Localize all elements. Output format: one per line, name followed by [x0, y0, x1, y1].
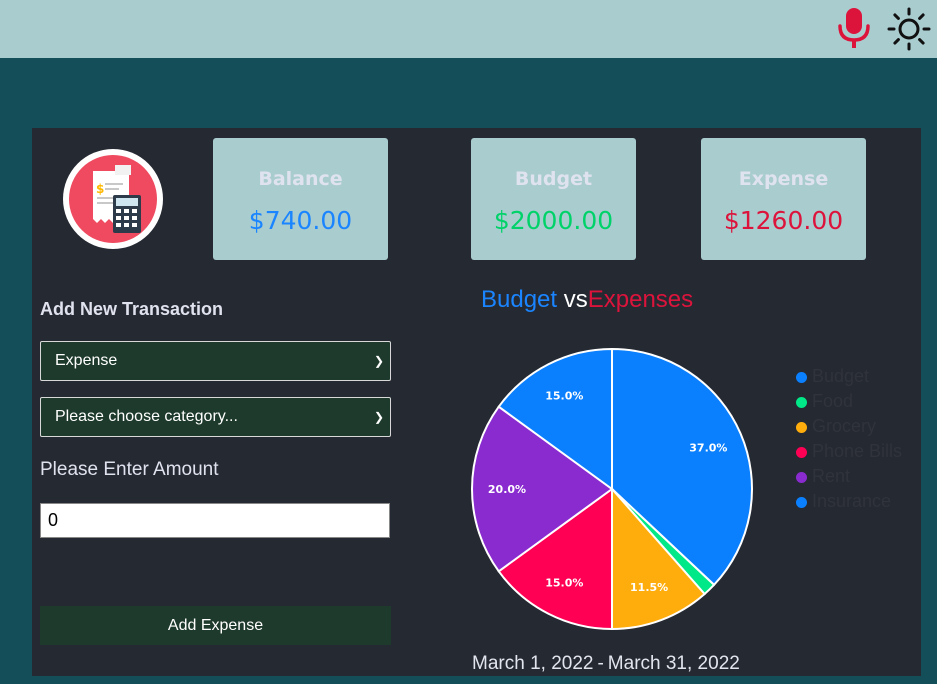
legend-dot: [796, 447, 807, 458]
balance-card: Balance $740.00: [213, 138, 388, 260]
legend-item-budget[interactable]: Budget: [796, 366, 902, 391]
chevron-down-icon: ❯: [373, 410, 384, 424]
chart-title-budget: Budget: [481, 286, 558, 313]
pie-slice-rent[interactable]: [471, 405, 614, 573]
legend-label: Insurance: [812, 491, 892, 511]
amount-input[interactable]: [40, 503, 390, 538]
expense-card: Expense $1260.00: [701, 138, 866, 260]
top-bar: [0, 0, 937, 58]
expense-label: Expense: [738, 168, 829, 190]
category-value: Please choose category...: [55, 408, 238, 425]
date-end: March 31, 2022: [607, 653, 740, 674]
date-start: March 1, 2022: [472, 653, 594, 674]
balance-value: $740.00: [248, 206, 353, 235]
add-transaction-title: Add New Transaction: [40, 299, 224, 319]
legend-item-insurance[interactable]: Insurance: [796, 491, 902, 516]
legend-label: Rent: [812, 466, 851, 486]
pie-label-grocery: 11.5%: [630, 581, 668, 594]
sun-icon[interactable]: [886, 6, 932, 52]
expense-value: $1260.00: [723, 206, 844, 235]
date-range: March 1, 2022- March 31, 2022: [472, 653, 740, 675]
legend-dot: [796, 372, 807, 383]
microphone-icon[interactable]: [836, 7, 872, 49]
legend-label: Phone Bills: [812, 441, 903, 461]
chevron-down-icon: ❯: [373, 354, 384, 368]
legend-item-food[interactable]: Food: [796, 391, 902, 416]
pie-slice-grocery[interactable]: [611, 486, 706, 631]
legend-label: Budget: [812, 366, 870, 386]
app-logo: $: [63, 149, 163, 249]
receipt-calculator-icon: $: [69, 155, 157, 243]
pie-slice-budget[interactable]: [611, 347, 754, 587]
budget-value: $2000.00: [493, 206, 614, 235]
legend-label: Grocery: [812, 416, 877, 436]
legend-item-grocery[interactable]: Grocery: [796, 416, 902, 441]
pie-label-insurance: 15.0%: [545, 389, 583, 402]
category-select[interactable]: Please choose category... ❯: [40, 397, 391, 437]
svg-text:$: $: [96, 182, 104, 196]
amount-label: Please Enter Amount: [40, 459, 219, 480]
legend-dot: [796, 472, 807, 483]
add-expense-button[interactable]: Add Expense: [40, 606, 391, 645]
balance-label: Balance: [258, 168, 343, 190]
budget-card: Budget $2000.00: [471, 138, 636, 260]
chart-title-expenses: Expenses: [587, 286, 694, 313]
transaction-type-select[interactable]: Expense ❯: [40, 341, 391, 381]
legend-item-phone-bills[interactable]: Phone Bills: [796, 441, 902, 466]
pie-slice-phone-bills[interactable]: [497, 487, 613, 631]
chart-legend: Budget Food Grocery Phone Bills Rent Insuranc…: [796, 366, 902, 516]
chart-title-vs: vs: [563, 286, 588, 313]
pie-label-rent: 20.0%: [488, 483, 526, 496]
budget-label: Budget: [514, 168, 593, 190]
transaction-type-value: Expense: [55, 352, 118, 369]
pie-slice-insurance[interactable]: [497, 347, 613, 491]
legend-item-rent[interactable]: Rent: [796, 466, 902, 491]
legend-label: Food: [812, 391, 854, 411]
pie-label-budget: 37.0%: [689, 441, 727, 454]
legend-dot: [796, 397, 807, 408]
legend-dot: [796, 497, 807, 508]
date-separator: -: [597, 653, 604, 674]
chart-title: Budget vsExpenses: [481, 286, 693, 314]
pie-label-phone-bills: 15.0%: [545, 577, 583, 590]
legend-dot: [796, 422, 807, 433]
budget-expense-pie-chart: 37.0% 11.5% 15.0% 20.0% 15.0%: [471, 347, 754, 631]
